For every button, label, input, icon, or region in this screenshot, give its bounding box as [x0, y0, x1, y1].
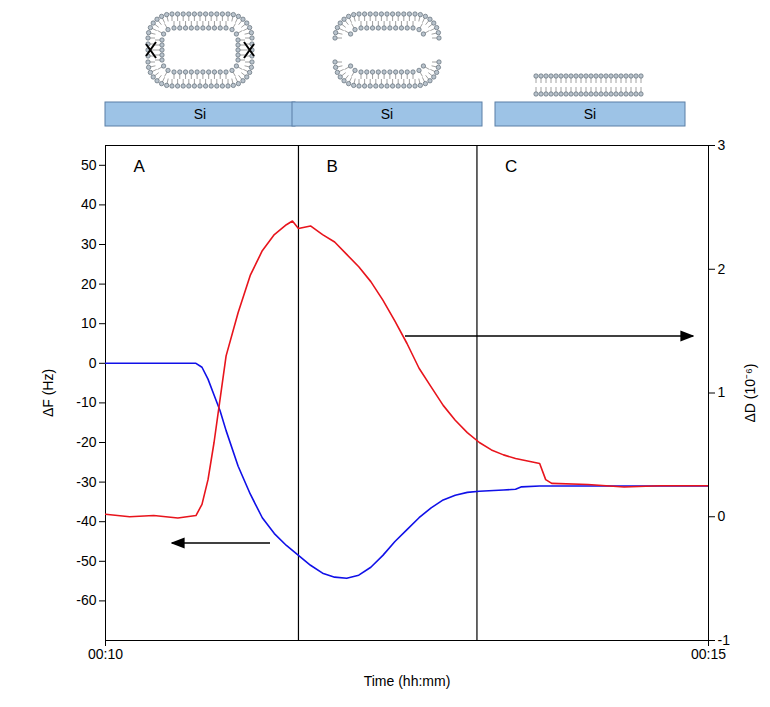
svg-text:Si: Si: [381, 106, 393, 122]
svg-text:C: C: [505, 157, 517, 176]
svg-text:Si: Si: [194, 106, 206, 122]
svg-text:-10: -10: [76, 394, 96, 410]
svg-text:-30: -30: [76, 474, 96, 490]
svg-text:50: 50: [81, 157, 97, 173]
svg-text:00:10: 00:10: [88, 646, 123, 662]
svg-text:B: B: [326, 157, 337, 176]
svg-text:2: 2: [718, 261, 726, 277]
svg-text:-40: -40: [76, 513, 96, 529]
svg-text:00:15: 00:15: [691, 646, 726, 662]
svg-text:ΔD (10⁻⁶): ΔD (10⁻⁶): [742, 363, 758, 422]
svg-text:10: 10: [81, 315, 97, 331]
svg-text:Time (hh:mm): Time (hh:mm): [364, 673, 451, 689]
svg-text:1: 1: [718, 384, 726, 400]
svg-text:-1: -1: [718, 632, 731, 648]
svg-text:-50: -50: [76, 553, 96, 569]
svg-text:-20: -20: [76, 434, 96, 450]
svg-text:3: 3: [718, 137, 726, 153]
svg-text:A: A: [134, 157, 146, 176]
svg-text:0: 0: [89, 355, 97, 371]
svg-text:0: 0: [718, 508, 726, 524]
svg-text:40: 40: [81, 196, 97, 212]
svg-text:20: 20: [81, 276, 97, 292]
svg-text:-60: -60: [76, 592, 96, 608]
svg-text:ΔF (Hz): ΔF (Hz): [40, 369, 56, 417]
svg-text:30: 30: [81, 236, 97, 252]
svg-text:Si: Si: [584, 106, 596, 122]
